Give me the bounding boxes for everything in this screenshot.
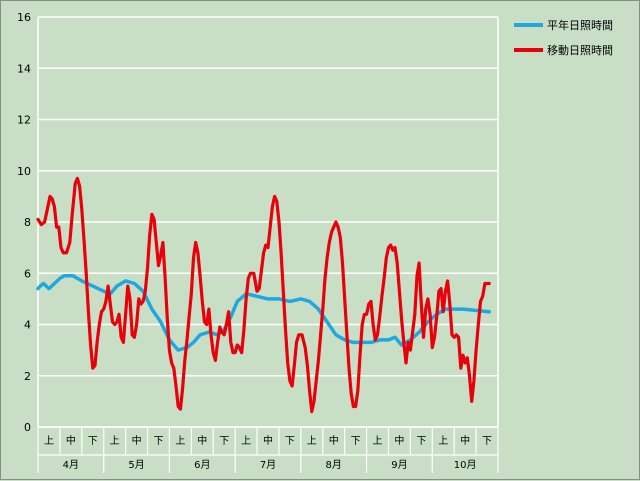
- x-period-label-8: 下: [219, 436, 229, 447]
- y-tick-label-0: 0: [24, 421, 31, 434]
- x-period-label-17: 下: [416, 436, 426, 447]
- y-tick-label-12: 12: [17, 114, 31, 127]
- y-tick-label-14: 14: [17, 62, 31, 75]
- x-period-label-0: 上: [44, 435, 54, 447]
- x-period-label-5: 下: [153, 436, 163, 447]
- x-month-label-3: 7月: [260, 459, 276, 471]
- x-period-label-10: 中: [263, 434, 273, 447]
- x-month-label-5: 9月: [391, 459, 407, 471]
- x-period-label-12: 上: [307, 435, 317, 447]
- x-period-label-20: 下: [482, 436, 492, 447]
- y-tick-label-2: 2: [24, 370, 31, 383]
- x-month-label-1: 5月: [128, 459, 144, 471]
- x-period-label-2: 下: [88, 436, 98, 447]
- x-period-label-3: 上: [110, 435, 120, 447]
- x-month-label-2: 6月: [194, 459, 210, 471]
- x-period-label-18: 上: [438, 435, 448, 447]
- x-period-label-7: 中: [197, 434, 207, 447]
- x-period-label-6: 上: [175, 435, 185, 447]
- y-tick-label-10: 10: [17, 165, 31, 178]
- x-month-label-4: 8月: [326, 459, 342, 471]
- x-period-label-14: 下: [351, 436, 361, 447]
- x-period-label-4: 中: [132, 434, 142, 447]
- x-period-label-19: 中: [460, 434, 470, 447]
- y-tick-label-6: 6: [24, 267, 31, 280]
- series-line-0: [36, 274, 491, 352]
- series-line-1: [36, 176, 491, 414]
- y-tick-label-8: 8: [24, 216, 31, 229]
- x-period-label-1: 中: [66, 434, 76, 447]
- y-tick-label-16: 16: [17, 11, 31, 24]
- legend-label-normal: 平年日照時間: [547, 18, 613, 32]
- x-month-label-0: 4月: [63, 459, 79, 471]
- y-tick-label-4: 4: [24, 319, 31, 332]
- x-period-label-11: 下: [285, 436, 295, 447]
- legend-label-moving: 移動日照時間: [547, 43, 613, 57]
- x-axis: 上中下4月上中下5月上中下6月上中下7月上中下8月上中下9月上中下10月: [37, 426, 499, 473]
- series-lines: [36, 176, 491, 414]
- y-axis-tick-labels: 0 2 4 6 8 10 12 14 16: [17, 11, 31, 434]
- x-period-label-16: 中: [394, 434, 404, 447]
- x-period-label-13: 中: [329, 434, 339, 447]
- x-month-label-6: 10月: [454, 459, 477, 471]
- x-period-label-15: 上: [373, 435, 383, 447]
- x-period-label-9: 上: [241, 435, 251, 447]
- legend: 平年日照時間 移動日照時間: [514, 18, 613, 57]
